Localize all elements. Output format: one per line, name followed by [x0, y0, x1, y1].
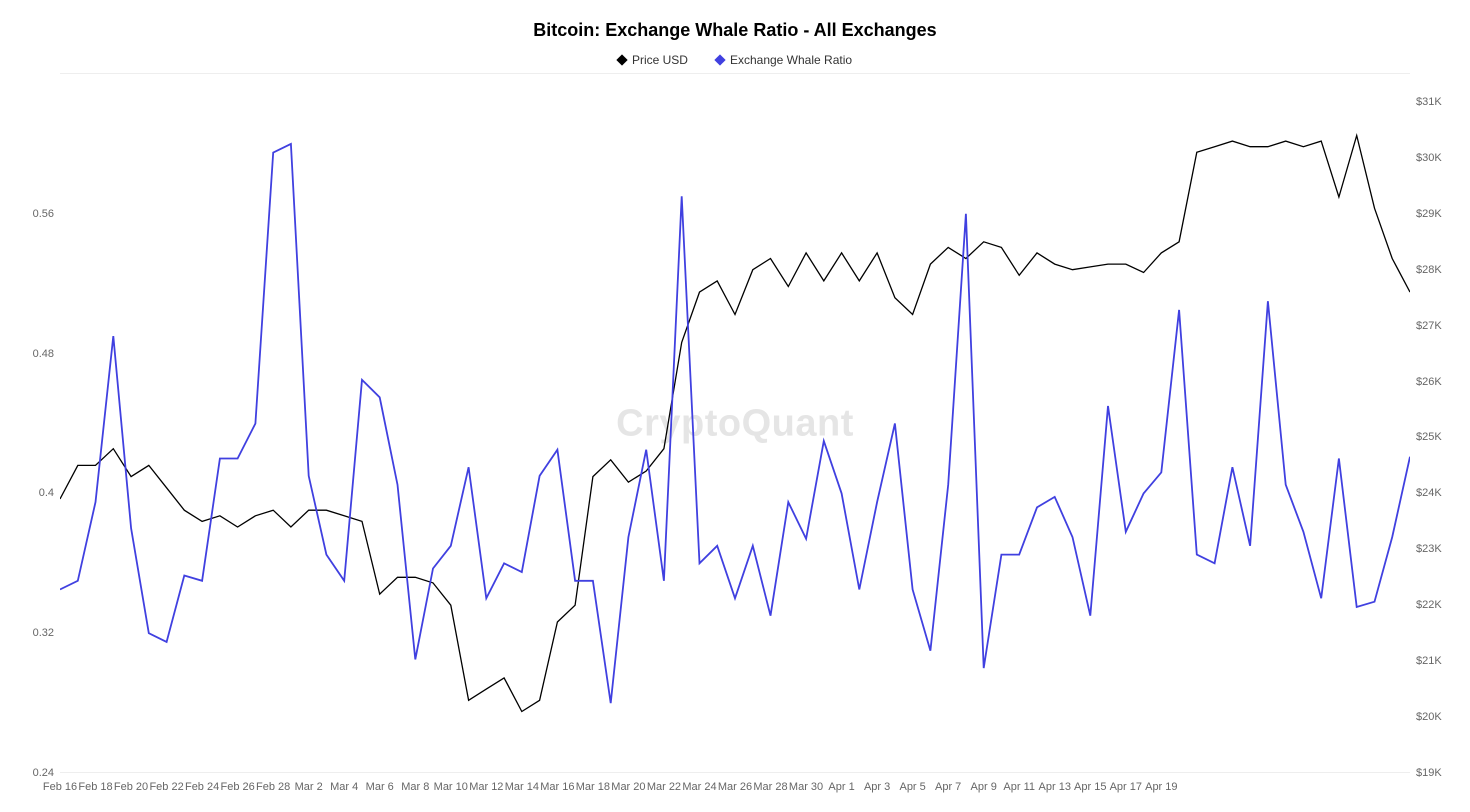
legend: Price USD Exchange Whale Ratio — [60, 53, 1410, 67]
x-tick: Mar 8 — [401, 781, 429, 793]
whale-ratio-line — [60, 144, 1410, 703]
y-left-tick: 0.32 — [14, 627, 54, 639]
x-tick: Feb 16 — [43, 781, 77, 793]
y-right-tick: $20K — [1416, 711, 1460, 723]
x-tick: Apr 19 — [1145, 781, 1177, 793]
chart-container: Bitcoin: Exchange Whale Ratio - All Exch… — [0, 0, 1470, 812]
y-right-tick: $31K — [1416, 96, 1460, 108]
x-tick: Feb 20 — [114, 781, 148, 793]
y-right-tick: $22K — [1416, 599, 1460, 611]
legend-item-whale[interactable]: Exchange Whale Ratio — [716, 53, 852, 67]
y-left-tick: 0.56 — [14, 208, 54, 220]
x-tick: Mar 18 — [576, 781, 610, 793]
x-tick: Apr 17 — [1110, 781, 1142, 793]
x-tick: Mar 20 — [611, 781, 645, 793]
x-tick: Feb 24 — [185, 781, 219, 793]
x-tick: Apr 5 — [899, 781, 925, 793]
y-left-tick: 0.24 — [14, 767, 54, 779]
y-right-tick: $30K — [1416, 152, 1460, 164]
x-tick: Feb 28 — [256, 781, 290, 793]
x-tick: Apr 3 — [864, 781, 890, 793]
chart-svg — [60, 74, 1410, 773]
y-right-tick: $25K — [1416, 431, 1460, 443]
price-line — [60, 136, 1410, 712]
y-right-tick: $21K — [1416, 655, 1460, 667]
x-tick: Mar 10 — [434, 781, 468, 793]
x-tick: Apr 13 — [1039, 781, 1071, 793]
plot-area: CryptoQuant 0.240.320.40.480.56$19K$20K$… — [60, 73, 1410, 773]
diamond-icon — [616, 54, 627, 65]
x-tick: Mar 14 — [505, 781, 539, 793]
y-right-tick: $26K — [1416, 376, 1460, 388]
x-tick: Mar 22 — [647, 781, 681, 793]
x-tick: Mar 30 — [789, 781, 823, 793]
y-left-tick: 0.4 — [14, 487, 54, 499]
y-right-tick: $19K — [1416, 767, 1460, 779]
x-tick: Mar 16 — [540, 781, 574, 793]
legend-label-whale: Exchange Whale Ratio — [730, 53, 852, 67]
x-tick: Feb 26 — [221, 781, 255, 793]
chart-title: Bitcoin: Exchange Whale Ratio - All Exch… — [60, 20, 1410, 41]
y-right-tick: $24K — [1416, 487, 1460, 499]
legend-item-price[interactable]: Price USD — [618, 53, 688, 67]
x-tick: Apr 9 — [971, 781, 997, 793]
y-right-tick: $27K — [1416, 320, 1460, 332]
y-left-tick: 0.48 — [14, 348, 54, 360]
x-tick: Mar 6 — [366, 781, 394, 793]
x-tick: Apr 1 — [828, 781, 854, 793]
x-tick: Apr 7 — [935, 781, 961, 793]
diamond-icon — [714, 54, 725, 65]
x-tick: Mar 12 — [469, 781, 503, 793]
x-tick: Mar 28 — [753, 781, 787, 793]
x-tick: Apr 11 — [1003, 781, 1035, 793]
legend-label-price: Price USD — [632, 53, 688, 67]
x-tick: Mar 2 — [295, 781, 323, 793]
y-right-tick: $23K — [1416, 543, 1460, 555]
x-tick: Mar 4 — [330, 781, 358, 793]
x-tick: Mar 24 — [682, 781, 716, 793]
y-right-tick: $28K — [1416, 264, 1460, 276]
x-tick: Mar 26 — [718, 781, 752, 793]
x-tick: Feb 22 — [149, 781, 183, 793]
y-right-tick: $29K — [1416, 208, 1460, 220]
x-tick: Feb 18 — [78, 781, 112, 793]
x-tick: Apr 15 — [1074, 781, 1106, 793]
